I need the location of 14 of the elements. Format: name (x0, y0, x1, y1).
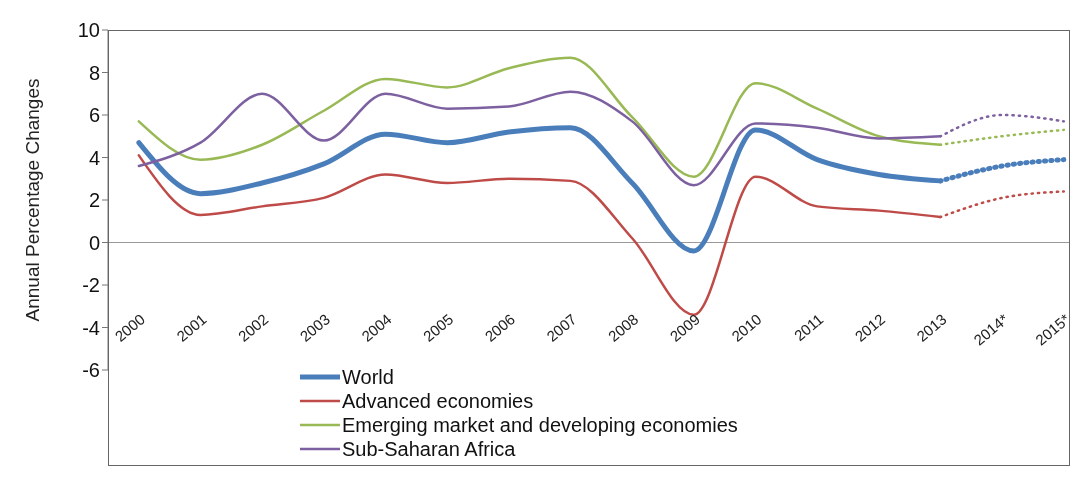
legend-label: Sub-Saharan Africa (342, 437, 516, 461)
legend-label: Advanced economies (342, 389, 534, 413)
y-tick-label: 6 (88, 104, 100, 127)
legend-label: World (342, 365, 394, 389)
y-axis-title: Annual Percentage Changes (21, 78, 43, 322)
y-tick-label: -4 (82, 316, 100, 339)
y-tick-label: -6 (82, 359, 100, 382)
y-tick-label: -2 (82, 274, 100, 297)
legend-label: Emerging market and developing economies (342, 413, 738, 437)
y-tick-label: 2 (88, 189, 100, 212)
y-tick-label: 8 (88, 61, 100, 84)
y-tick-label: 0 (88, 231, 100, 254)
y-tick-label: 4 (88, 146, 100, 169)
y-tick-label: 10 (77, 19, 100, 42)
